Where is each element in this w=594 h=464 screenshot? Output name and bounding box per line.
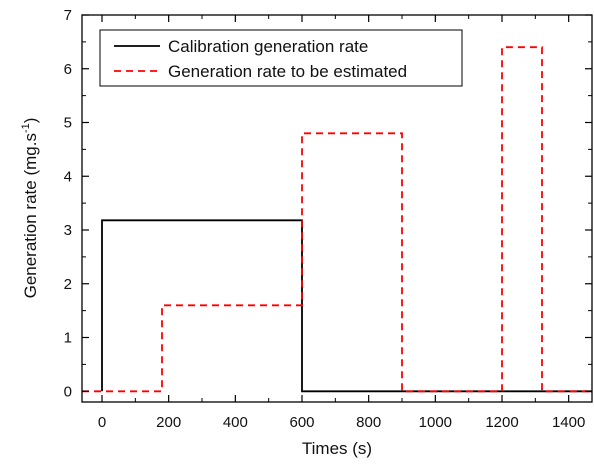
y-axis-label-superscript: -1 [20, 123, 32, 133]
x-axis-label: Times (s) [302, 439, 372, 458]
y-axis-label-main: Generation rate (mg.s [21, 133, 40, 298]
y-tick-label: 7 [64, 7, 72, 24]
y-tick-label: 2 [64, 276, 72, 293]
y-tick-label: 1 [64, 330, 72, 347]
y-tick-label: 0 [64, 383, 72, 400]
x-tick-label: 1200 [485, 414, 518, 431]
x-tick-label: 1000 [419, 414, 452, 431]
plot-frame [81, 14, 593, 403]
legend-label-estimated: Generation rate to be estimated [168, 62, 407, 81]
y-tick-label: 6 [64, 61, 72, 78]
ticks-layer: 0 200 400 600 800 1000 1200 1400 0 1 2 3 4 5 6 7 [64, 7, 592, 431]
x-tick-label: 200 [156, 414, 181, 431]
legend-label-calibration: Calibration generation rate [168, 37, 368, 56]
y-tick-label: 4 [64, 168, 72, 185]
x-tick-label: 800 [356, 414, 381, 431]
legend-box [99, 29, 463, 87]
y-tick-label: 5 [64, 115, 72, 132]
y-axis-label: Generation rate (mg.s-1) [20, 118, 40, 299]
x-tick-label: 600 [289, 414, 314, 431]
legend: Calibration generation rate Generation r… [99, 29, 463, 87]
series-layer [82, 46, 592, 393]
x-tick-label: 400 [223, 414, 248, 431]
x-tick-label: 1400 [552, 414, 585, 431]
y-axis-label-close: ) [21, 118, 40, 124]
x-tick-label: 0 [98, 414, 106, 431]
y-tick-label: 3 [64, 222, 72, 239]
